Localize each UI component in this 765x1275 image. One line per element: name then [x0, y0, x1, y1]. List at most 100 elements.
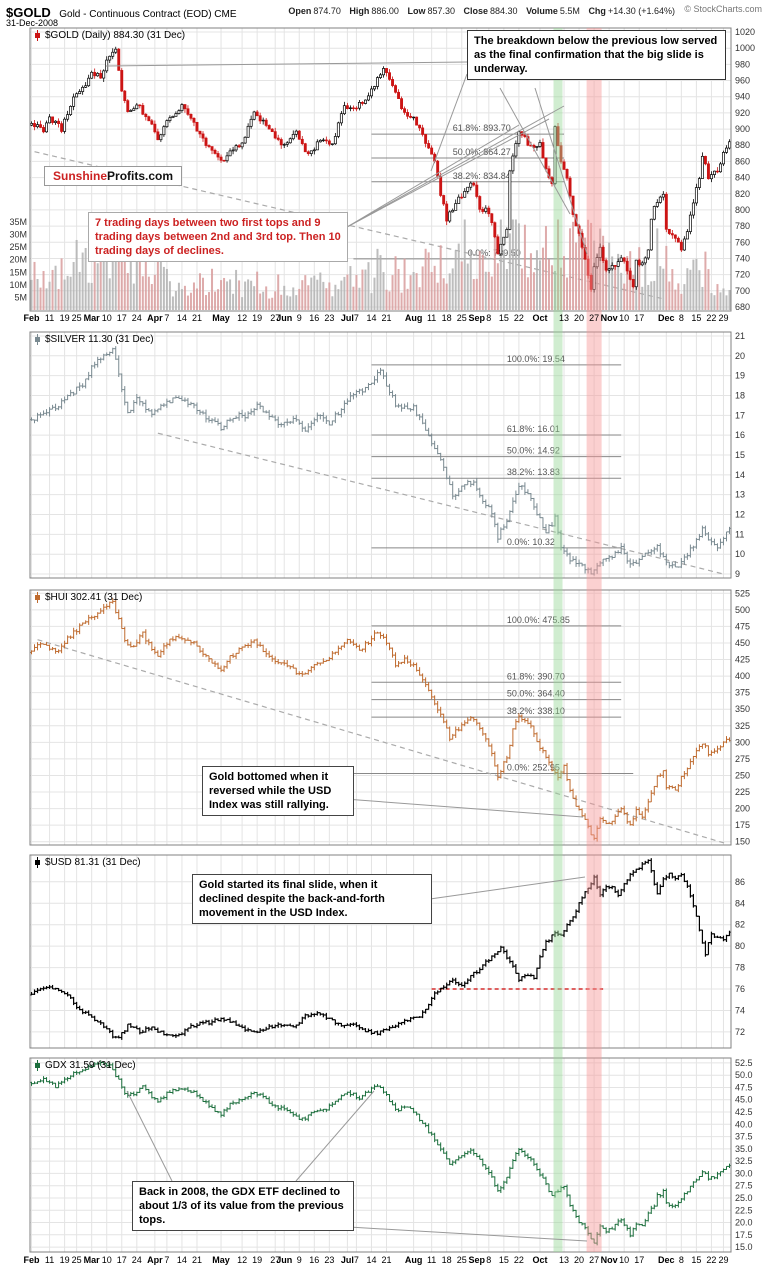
svg-text:10M: 10M [9, 280, 27, 290]
svg-text:11: 11 [427, 313, 436, 323]
chg-label: Chg [588, 6, 606, 16]
svg-text:400: 400 [735, 671, 750, 681]
svg-text:14: 14 [366, 1255, 376, 1265]
svg-text:17.5: 17.5 [735, 1230, 753, 1240]
usd-legend-text: $USD 81.31 (31 Dec) [45, 857, 141, 868]
high-label: High [349, 6, 370, 16]
gold-bottom-annotation: Gold bottomed when it reversed while the… [202, 766, 354, 817]
svg-text:250: 250 [735, 770, 750, 780]
svg-text:0.0%: 10.32: 0.0%: 10.32 [507, 537, 555, 547]
svg-text:1020: 1020 [735, 27, 755, 37]
gdx-panel-legend: GDX 31.59 (31 Dec) [33, 1060, 136, 1071]
svg-text:17: 17 [634, 313, 644, 323]
svg-text:20: 20 [574, 1255, 584, 1265]
svg-text:10: 10 [102, 313, 112, 323]
chg-value: +14.30 (+1.64%) [607, 6, 675, 16]
svg-text:16: 16 [309, 1255, 319, 1265]
svg-text:9: 9 [297, 1255, 302, 1265]
svg-text:15: 15 [499, 313, 509, 323]
close-value: 884.30 [490, 6, 518, 16]
svg-text:0.0%: 252.95: 0.0%: 252.95 [507, 763, 560, 773]
svg-text:24: 24 [132, 1255, 142, 1265]
svg-text:27: 27 [270, 313, 280, 323]
copyright: © StockCharts.com [684, 4, 762, 14]
high-value: 886.00 [371, 6, 399, 16]
svg-text:15.0: 15.0 [735, 1242, 753, 1252]
svg-text:35M: 35M [9, 217, 27, 227]
open-label: Open [288, 6, 312, 16]
svg-text:800: 800 [735, 205, 750, 215]
svg-text:425: 425 [735, 655, 750, 665]
gdx-series-icon [35, 1060, 40, 1071]
svg-text:40.0: 40.0 [735, 1119, 753, 1129]
svg-text:17: 17 [634, 1255, 644, 1265]
header-date: 31-Dec-2008 [6, 18, 59, 28]
svg-text:8: 8 [486, 1255, 491, 1265]
svg-text:980: 980 [735, 59, 750, 69]
svg-text:27: 27 [589, 313, 599, 323]
silver-series-icon [35, 334, 40, 345]
svg-text:80: 80 [735, 941, 745, 951]
svg-text:840: 840 [735, 173, 750, 183]
svg-text:29: 29 [718, 1255, 728, 1265]
svg-text:25: 25 [72, 1255, 82, 1265]
svg-text:Oct: Oct [532, 313, 547, 323]
svg-text:8: 8 [679, 313, 684, 323]
svg-text:19: 19 [60, 1255, 70, 1265]
svg-text:21: 21 [192, 1255, 202, 1265]
svg-text:11: 11 [45, 313, 54, 323]
svg-text:38.2%: 338.10: 38.2%: 338.10 [507, 706, 565, 716]
svg-text:11: 11 [735, 529, 744, 539]
svg-text:22: 22 [514, 313, 524, 323]
symbol-description: Gold - Continuous Contract (EOD) CME [59, 9, 237, 20]
svg-text:27.5: 27.5 [735, 1181, 753, 1191]
svg-text:12: 12 [237, 1255, 247, 1265]
svg-text:225: 225 [735, 787, 750, 797]
svg-text:940: 940 [735, 92, 750, 102]
silver-panel-legend: $SILVER 11.30 (31 Dec) [33, 334, 154, 345]
svg-text:21: 21 [382, 313, 392, 323]
svg-text:16: 16 [309, 313, 319, 323]
svg-text:11: 11 [45, 1255, 54, 1265]
svg-text:61.8%: 16.01: 61.8%: 16.01 [507, 424, 560, 434]
svg-text:32.5: 32.5 [735, 1156, 753, 1166]
svg-text:680: 680 [735, 302, 750, 312]
svg-text:24: 24 [132, 313, 142, 323]
gold-series-icon [35, 30, 40, 41]
symbol: $GOLD [6, 5, 51, 20]
svg-text:18: 18 [735, 390, 745, 400]
svg-text:700: 700 [735, 286, 750, 296]
svg-text:150: 150 [735, 837, 750, 847]
svg-text:880: 880 [735, 140, 750, 150]
svg-text:Feb: Feb [23, 1255, 40, 1265]
svg-text:82: 82 [735, 920, 745, 930]
svg-text:23: 23 [324, 1255, 334, 1265]
svg-text:Jun: Jun [276, 313, 292, 323]
usd-panel-legend: $USD 81.31 (31 Dec) [33, 857, 141, 868]
trading-days-annotation: 7 trading days between two first tops an… [88, 212, 348, 263]
svg-text:30M: 30M [9, 230, 27, 240]
svg-text:525: 525 [735, 588, 750, 598]
svg-text:15M: 15M [9, 267, 27, 277]
svg-text:Jul: Jul [341, 1255, 354, 1265]
gdx-annotation: Back in 2008, the GDX ETF declined to ab… [132, 1181, 354, 1232]
svg-text:84: 84 [735, 898, 745, 908]
svg-text:16: 16 [735, 430, 745, 440]
svg-text:9: 9 [297, 313, 302, 323]
svg-text:720: 720 [735, 270, 750, 280]
svg-text:74: 74 [735, 1005, 745, 1015]
svg-text:Apr: Apr [147, 313, 163, 323]
svg-text:9: 9 [735, 569, 740, 579]
usd-annotation: Gold started its final slide, when it de… [192, 874, 432, 925]
svg-text:61.8%: 390.70: 61.8%: 390.70 [507, 671, 565, 681]
svg-text:19: 19 [60, 313, 70, 323]
svg-text:17: 17 [735, 410, 745, 420]
svg-text:22: 22 [706, 1255, 716, 1265]
svg-text:10: 10 [735, 549, 745, 559]
svg-text:780: 780 [735, 221, 750, 231]
svg-text:20M: 20M [9, 255, 27, 265]
svg-text:10: 10 [102, 1255, 112, 1265]
svg-text:8: 8 [486, 313, 491, 323]
svg-text:960: 960 [735, 76, 750, 86]
